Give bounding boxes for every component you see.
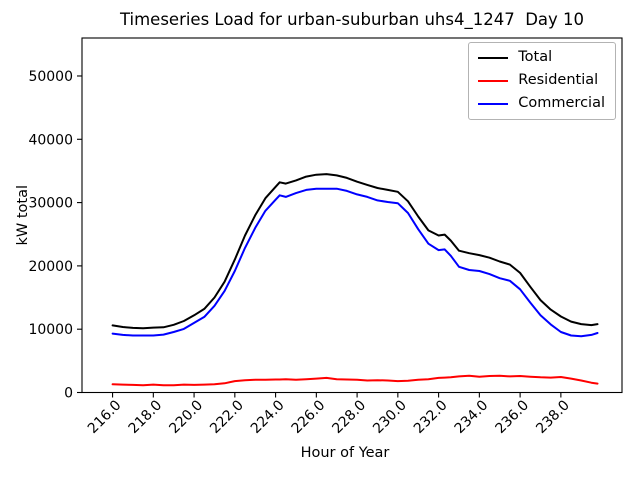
y-tick-label: 50000 (28, 69, 73, 85)
legend-label-commercial: Commercial (518, 94, 605, 111)
series-line-commercial (111, 187, 599, 338)
legend-line-residential-icon (478, 79, 509, 82)
legend: Total Residential Commercial (468, 42, 616, 120)
legend-item-commercial: Commercial (478, 94, 605, 112)
x-tick-label: 222.0 (207, 397, 247, 437)
x-tick-label: 234.0 (452, 397, 492, 437)
legend-line-commercial-icon (478, 102, 509, 105)
x-tick-label: 224.0 (248, 397, 288, 437)
x-tick-label: 236.0 (492, 397, 532, 437)
y-tick-label: 40000 (28, 132, 73, 148)
y-axis-label: kW total (15, 185, 31, 246)
y-tick-label: 10000 (28, 322, 73, 338)
legend-label-residential: Residential (518, 71, 599, 88)
chart-title: Timeseries Load for urban-suburban uhs4_… (119, 10, 585, 29)
x-tick-label: 232.0 (411, 397, 451, 437)
y-tick-label: 30000 (28, 196, 73, 212)
series-line-residential (111, 374, 599, 387)
x-axis-ticks: 216.0 218.0 220.0 222.0 224.0 226.0 228.0 230.0… (85, 392, 573, 437)
legend-label-total: Total (518, 49, 553, 65)
x-tick-label: 228.0 (329, 397, 369, 437)
x-tick-label: 218.0 (126, 397, 166, 437)
y-tick-label: 20000 (28, 259, 73, 275)
legend-line-total-icon (478, 56, 509, 59)
x-tick-label: 216.0 (85, 397, 125, 437)
x-tick-label: 220.0 (166, 397, 206, 437)
legend-item-total: Total (478, 49, 605, 66)
x-tick-label: 238.0 (533, 397, 573, 437)
legend-item-residential: Residential (478, 71, 605, 89)
axes-box (81, 37, 623, 394)
x-tick-label: 230.0 (370, 397, 410, 437)
x-axis-label: Hour of Year (301, 445, 390, 461)
series-line-total (111, 173, 599, 330)
y-tick-label: 0 (64, 386, 73, 402)
y-axis-ticks: 0 10000 20000 30000 40000 50000 (28, 69, 82, 402)
x-tick-label: 226.0 (289, 397, 329, 437)
